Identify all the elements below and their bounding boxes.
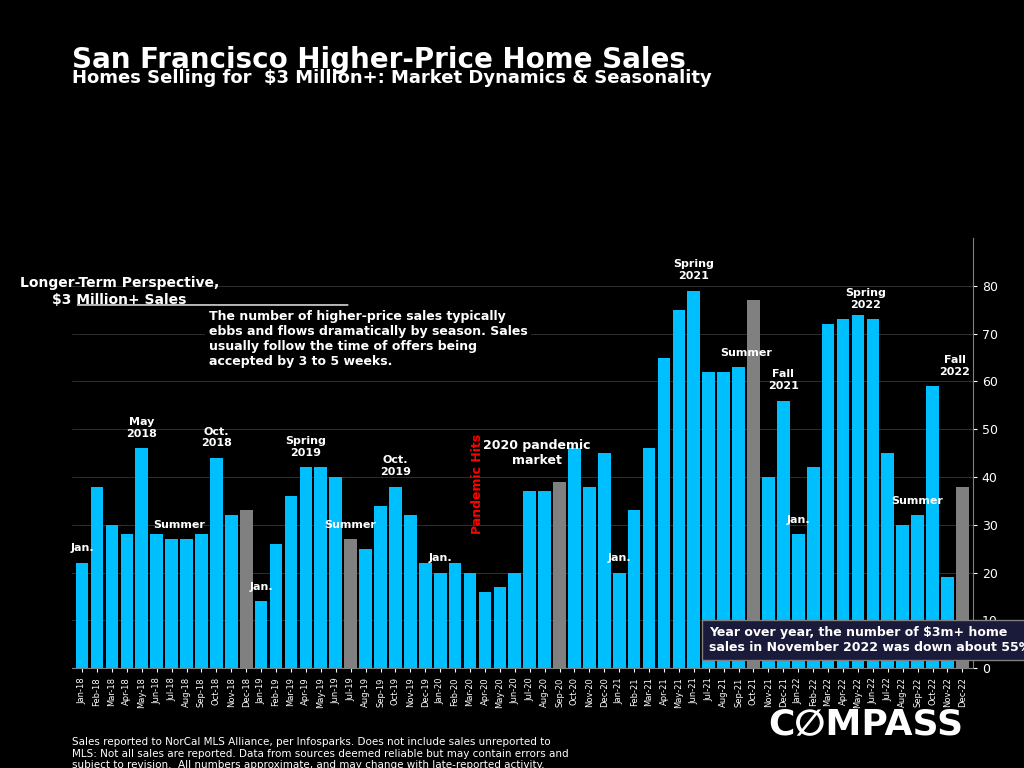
Bar [165,539,178,668]
Bar [628,511,640,668]
Bar [837,319,849,668]
Bar [210,458,223,668]
Bar [553,482,566,668]
Text: Summer: Summer [154,520,205,530]
Text: Jan.: Jan. [249,581,273,591]
Bar [494,587,506,668]
Text: Jan.: Jan. [71,544,94,554]
Bar [269,544,283,668]
Bar [821,324,835,668]
Bar [539,492,551,668]
Bar [523,492,536,668]
Bar [478,591,492,668]
Bar [509,573,521,668]
Bar [807,468,819,668]
Bar [941,578,953,668]
Bar [583,487,596,668]
Text: 2020 pandemic
market: 2020 pandemic market [483,439,591,468]
Bar [687,290,700,668]
Bar [121,535,133,668]
Text: Spring
2022: Spring 2022 [845,288,886,310]
Bar [702,372,715,668]
Text: Jan.: Jan. [607,553,631,563]
Bar [732,367,744,668]
Text: San Francisco Higher-Price Home Sales: San Francisco Higher-Price Home Sales [72,46,685,74]
Bar [911,515,924,668]
Bar [419,563,431,668]
Text: May
2018: May 2018 [126,417,158,439]
Text: Fall
2021: Fall 2021 [768,369,799,391]
Text: Summer: Summer [892,495,943,505]
Bar [255,601,267,668]
Text: Longer-Term Perspective,
$3 Million+ Sales: Longer-Term Perspective, $3 Million+ Sal… [19,276,219,306]
Bar [91,487,103,668]
Bar [225,515,238,668]
Bar [344,539,357,668]
Text: Jan.: Jan. [428,553,452,563]
Bar [76,563,88,668]
Bar [389,487,401,668]
Bar [882,453,894,668]
Bar [449,563,462,668]
Bar [434,573,446,668]
Bar [464,573,476,668]
Text: Spring
2021: Spring 2021 [674,260,715,281]
Bar [300,468,312,668]
Bar [151,535,163,668]
Bar [717,372,730,668]
Text: Sales reported to NorCal MLS Alliance, per Infosparks. Does not include sales un: Sales reported to NorCal MLS Alliance, p… [72,737,568,768]
Bar [956,487,969,668]
Text: Year over year, the number of $3m+ home
sales in November 2022 was down about 55: Year over year, the number of $3m+ home … [709,626,1024,654]
Text: Pandemic Hits: Pandemic Hits [471,434,484,535]
Bar [762,477,775,668]
Bar [852,315,864,668]
Bar [748,300,760,668]
Bar [926,386,939,668]
Bar [643,449,655,668]
Bar [777,401,790,668]
Text: Homes Selling for  $3 Million+: Market Dynamics & Seasonality: Homes Selling for $3 Million+: Market Dy… [72,69,712,87]
Bar [866,319,880,668]
Text: C∅MPASS: C∅MPASS [768,707,964,741]
Bar [105,525,119,668]
Bar [196,535,208,668]
Bar [673,310,685,668]
Bar [240,511,253,668]
Text: The number of higher-price sales typically
ebbs and flows dramatically by season: The number of higher-price sales typical… [209,310,527,368]
Bar [598,453,610,668]
Text: Oct.
2018: Oct. 2018 [201,427,231,449]
Bar [792,535,805,668]
Bar [314,468,328,668]
Text: Oct.
2019: Oct. 2019 [380,455,411,477]
Bar [374,505,387,668]
Text: Summer: Summer [720,348,772,358]
Bar [896,525,909,668]
Bar [330,477,342,668]
Text: Fall
2022: Fall 2022 [939,355,971,376]
Bar [135,449,148,668]
Text: Jan.: Jan. [786,515,810,525]
Bar [285,496,297,668]
Bar [180,539,193,668]
Bar [657,358,671,668]
Text: Summer: Summer [325,520,377,530]
Bar [359,548,372,668]
Bar [404,515,417,668]
Text: Spring
2019: Spring 2019 [286,436,327,458]
Bar [613,573,626,668]
Bar [568,449,581,668]
